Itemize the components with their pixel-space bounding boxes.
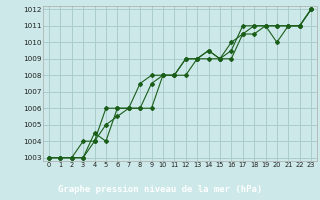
Text: Graphe pression niveau de la mer (hPa): Graphe pression niveau de la mer (hPa)	[58, 185, 262, 194]
